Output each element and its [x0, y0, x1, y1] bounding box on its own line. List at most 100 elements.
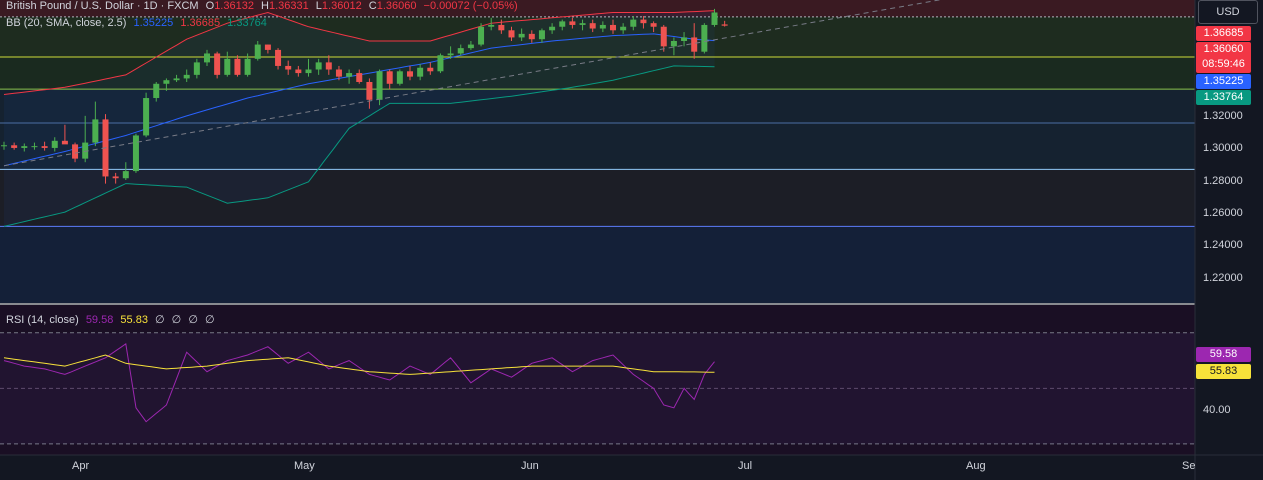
rsi-ma-value: 55.83: [120, 314, 148, 326]
candle-body: [51, 140, 58, 148]
price-tick: 1.26000: [1203, 207, 1243, 219]
rsi-pane-bg: [0, 305, 1195, 455]
rsi-extra-3: ∅: [188, 314, 198, 326]
candle-body: [21, 146, 28, 148]
candle-body: [660, 26, 667, 47]
candle-body: [467, 44, 474, 49]
candle-body: [559, 21, 566, 27]
symbol-legend[interactable]: British Pound / U.S. Dollar · 1D · FXCM …: [6, 0, 522, 12]
candles: [1, 8, 728, 184]
candle-body: [112, 176, 119, 179]
bollinger-band-fill: [4, 10, 715, 227]
bb-label[interactable]: BB (20, SMA, close, 2.5): [6, 17, 127, 29]
candle-body: [579, 23, 586, 25]
candle-body: [417, 67, 424, 77]
rsi-legend[interactable]: RSI (14, close) 59.58 55.83 ∅ ∅ ∅ ∅: [6, 313, 219, 326]
candle-body: [264, 44, 271, 50]
time-label-apr: Apr: [72, 460, 90, 472]
candle-body: [92, 119, 99, 143]
candle-body: [61, 140, 68, 145]
low-label: L1.36012: [315, 0, 362, 12]
close-value: 1.36060: [376, 0, 417, 12]
time-label-jun: Jun: [521, 460, 539, 472]
bb-legend[interactable]: BB (20, SMA, close, 2.5) 1.35225 1.36685…: [6, 17, 271, 29]
low-value: 1.36012: [321, 0, 362, 12]
candle-body: [275, 49, 282, 66]
candle-body: [254, 44, 261, 59]
time-label-may: May: [294, 460, 315, 472]
rsi-label[interactable]: RSI (14, close): [6, 314, 79, 326]
candle-body: [376, 71, 383, 100]
close-label: C1.36060: [368, 0, 417, 12]
zone-blue: [0, 89, 1195, 170]
open-value: 1.36132: [214, 0, 254, 12]
symbol-name[interactable]: British Pound / U.S. Dollar · 1D · FXCM: [6, 0, 199, 12]
candle-body: [335, 69, 342, 77]
open-label: O1.36132: [205, 0, 254, 12]
candle-body: [122, 171, 129, 179]
rsi-lines: [3, 343, 715, 423]
candle-body: [549, 26, 556, 31]
candle-body: [173, 78, 180, 81]
price-zones: [0, 0, 1195, 303]
candle-body: [214, 53, 221, 75]
candle-body: [153, 83, 160, 99]
candle-body: [224, 58, 231, 75]
rsi-ma-line: [3, 354, 715, 375]
candle-body: [305, 69, 312, 74]
rsi-levels: [0, 332, 1195, 445]
candle-body: [396, 71, 403, 84]
horizontal-levels: [0, 16, 1195, 227]
candle-body: [143, 98, 150, 136]
candle-body: [599, 24, 606, 29]
candle-body: [508, 30, 515, 38]
bb-basis-value: 1.35225: [133, 17, 174, 29]
candle-body: [620, 26, 627, 31]
candle-body: [427, 67, 434, 72]
zone-grey: [0, 169, 1195, 227]
candle-body: [386, 71, 393, 84]
rsi-tag: 59.58: [1196, 347, 1251, 362]
rsi-tick: 40.00: [1203, 404, 1231, 416]
candle-body: [610, 24, 616, 31]
time-label-aug: Aug: [966, 460, 986, 472]
candle-body: [528, 33, 535, 40]
countdown-value: 08:59:46: [1202, 58, 1245, 70]
currency-button[interactable]: USD: [1198, 0, 1258, 24]
price-tick: 1.22000: [1203, 272, 1243, 284]
bb-upper-value: 1.36685: [180, 17, 221, 29]
candle-body: [721, 24, 728, 26]
candle-body: [285, 65, 292, 70]
candle-body: [72, 144, 79, 159]
candle-body: [691, 37, 698, 52]
candle-body: [366, 81, 373, 100]
rsi-value: 59.58: [85, 314, 114, 326]
candle-body: [163, 80, 170, 84]
candle-body: [670, 40, 677, 47]
candle-body: [569, 21, 576, 25]
candle-body: [132, 135, 139, 172]
candle-body: [234, 58, 241, 75]
candle-body: [325, 62, 332, 70]
candle-body: [447, 53, 454, 56]
rsi-line: [3, 343, 715, 423]
candle-body: [295, 69, 302, 74]
price-tick: 1.24000: [1203, 239, 1243, 251]
bb-lower-value: 1.33764: [227, 17, 267, 29]
rsi-extra-1: ∅: [155, 314, 165, 326]
rsi-ma-tag: 55.83: [1196, 364, 1251, 379]
zone-bottom: [0, 226, 1195, 303]
high-value: 1.36331: [268, 0, 309, 12]
candle-body: [31, 146, 38, 148]
time-label-sep: Se: [1182, 460, 1196, 472]
high-label: H1.36331: [261, 0, 309, 12]
candle-body: [204, 53, 210, 63]
candle-body: [650, 23, 657, 27]
price-tick: 1.32000: [1203, 110, 1243, 122]
bb-upper-tag: 1.36685: [1196, 26, 1251, 41]
bb-basis-tag: 1.35225: [1196, 74, 1251, 89]
bollinger-fill: [4, 10, 715, 227]
rsi-extra-2: ∅: [171, 314, 182, 326]
candle-body: [538, 30, 545, 40]
